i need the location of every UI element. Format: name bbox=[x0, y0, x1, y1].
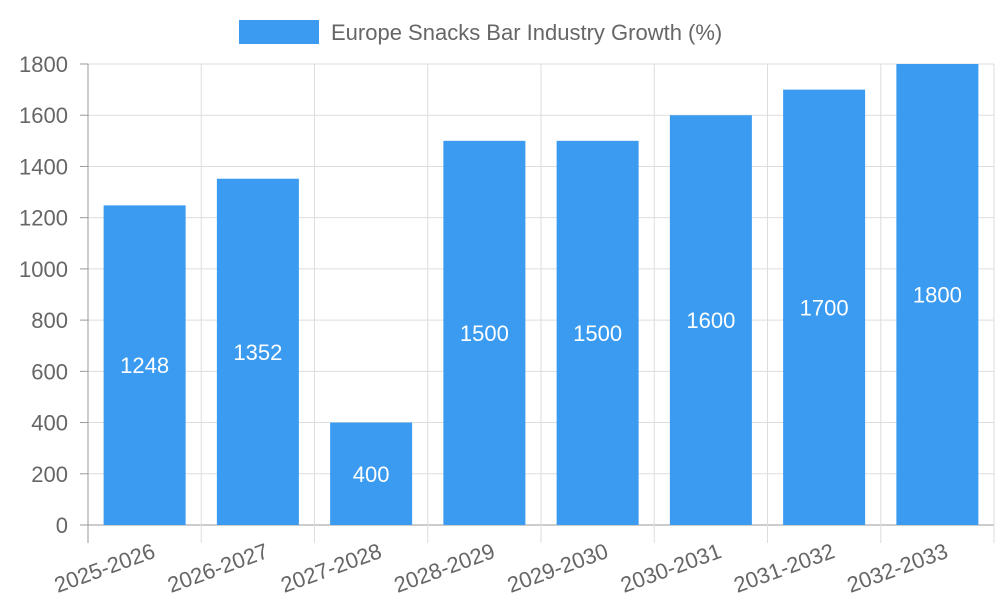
legend-label: Europe Snacks Bar Industry Growth (%) bbox=[331, 20, 722, 45]
legend[interactable]: Europe Snacks Bar Industry Growth (%) bbox=[239, 20, 722, 45]
bar[interactable] bbox=[330, 422, 413, 525]
y-tick-label: 600 bbox=[31, 359, 68, 384]
bar-data-label: 1800 bbox=[913, 283, 962, 308]
y-tick-label: 1200 bbox=[19, 206, 68, 231]
bar-data-label: 1500 bbox=[573, 321, 622, 346]
y-tick-label: 800 bbox=[31, 308, 68, 333]
bar[interactable] bbox=[103, 205, 186, 525]
y-tick-label: 200 bbox=[31, 462, 68, 487]
bars bbox=[103, 64, 979, 526]
x-tick-label: 2026-2027 bbox=[164, 538, 271, 597]
axes bbox=[80, 63, 88, 526]
y-tick-label: 1600 bbox=[19, 103, 68, 128]
y-tick-label: 1800 bbox=[19, 52, 68, 77]
bar[interactable] bbox=[896, 64, 979, 525]
bar-data-label: 1248 bbox=[120, 353, 169, 378]
bar[interactable] bbox=[783, 89, 866, 525]
bar-data-label: 1700 bbox=[800, 295, 849, 320]
legend-swatch bbox=[239, 20, 319, 44]
bar-data-label: 400 bbox=[353, 462, 390, 487]
x-tick-label: 2028-2029 bbox=[391, 538, 498, 597]
x-tick-label: 2025-2026 bbox=[51, 538, 158, 597]
bar[interactable] bbox=[443, 140, 526, 526]
bar-data-label: 1500 bbox=[460, 321, 509, 346]
bar-data-label: 1352 bbox=[233, 340, 282, 365]
y-tick-label: 0 bbox=[56, 513, 68, 538]
x-tick-label: 2030-2031 bbox=[617, 538, 724, 597]
x-tick-label: 2027-2028 bbox=[277, 538, 384, 597]
bar[interactable] bbox=[556, 140, 639, 526]
x-tick-label: 2029-2030 bbox=[504, 538, 611, 597]
bar[interactable] bbox=[669, 115, 752, 525]
x-tick-label: 2031-2032 bbox=[730, 538, 837, 597]
bar-data-label: 1600 bbox=[686, 308, 735, 333]
y-tick-label: 1400 bbox=[19, 154, 68, 179]
x-tick-label: 2032-2033 bbox=[844, 538, 951, 597]
y-tick-label: 400 bbox=[31, 411, 68, 436]
bar[interactable] bbox=[216, 178, 299, 525]
y-tick-label: 1000 bbox=[19, 257, 68, 282]
